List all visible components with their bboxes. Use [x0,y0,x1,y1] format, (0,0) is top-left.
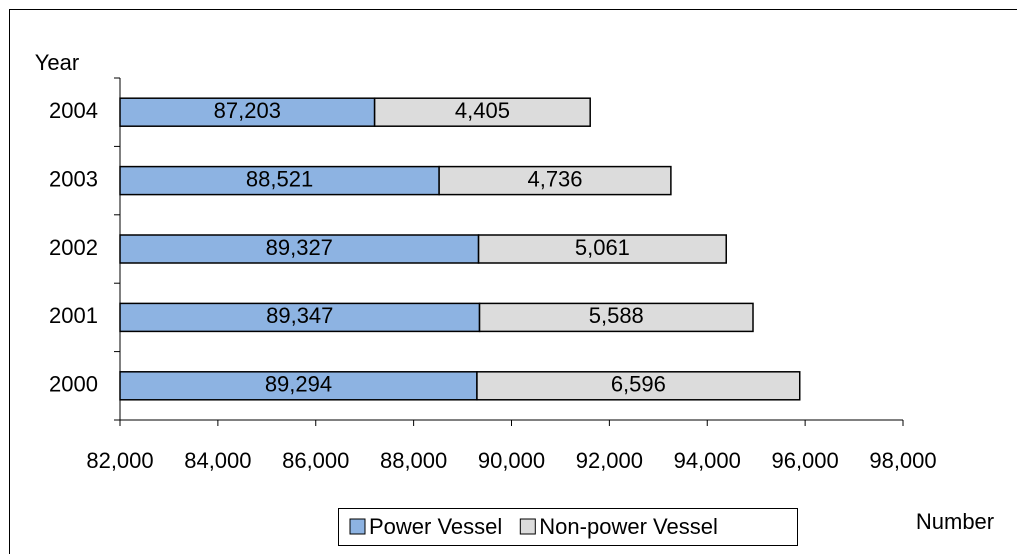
x-tick-label: 84,000 [184,448,251,473]
data-label: 5,588 [589,303,644,328]
bar-segment [478,302,754,333]
x-tick-label: 86,000 [282,448,349,473]
data-label: 4,736 [527,166,582,191]
y-tick-label: 2002 [49,235,98,260]
x-tick-label: 90,000 [478,448,545,473]
bar-segment [476,371,801,401]
data-label: 89,294 [265,372,332,397]
bar-segment [373,97,591,127]
x-tick-label: 96,000 [771,448,838,473]
bar-segment [438,165,672,196]
y-axis-label: Year [35,50,79,75]
legend-swatch [349,518,366,535]
legend-label: Power Vessel [369,514,502,539]
legend-box [338,508,798,546]
y-tick-label: 2001 [49,303,98,328]
bar-segment [477,234,727,264]
y-tick-label: 2003 [49,166,98,191]
data-label: 89,347 [266,303,333,328]
x-axis-label: Number [916,509,994,534]
bar-segment [119,371,478,401]
x-tick-label: 92,000 [576,448,643,473]
x-tick-label: 98,000 [869,448,936,473]
data-label: 5,061 [575,235,630,260]
x-tick-label: 82,000 [86,448,153,473]
bar-segment [119,302,481,333]
data-label: 4,405 [455,98,510,123]
y-tick-label: 2000 [49,372,98,397]
y-tick-label: 2004 [49,98,98,123]
data-label: 89,327 [266,235,333,260]
bar-segment [119,165,440,196]
data-label: 88,521 [246,166,313,191]
chart-frame [9,9,1017,554]
legend-label: Non-power Vessel [539,514,718,539]
data-label: 87,203 [214,98,281,123]
x-tick-label: 88,000 [380,448,447,473]
legend-swatch [519,518,536,535]
data-label: 6,596 [611,372,666,397]
x-tick-label: 94,000 [674,448,741,473]
